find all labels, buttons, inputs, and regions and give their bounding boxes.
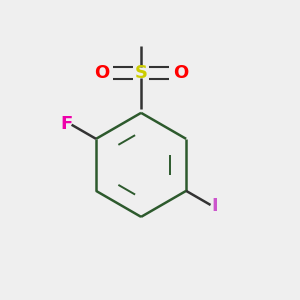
- Text: S: S: [135, 64, 148, 82]
- Text: I: I: [212, 196, 218, 214]
- Text: F: F: [61, 115, 73, 133]
- Text: O: O: [94, 64, 109, 82]
- Text: O: O: [173, 64, 188, 82]
